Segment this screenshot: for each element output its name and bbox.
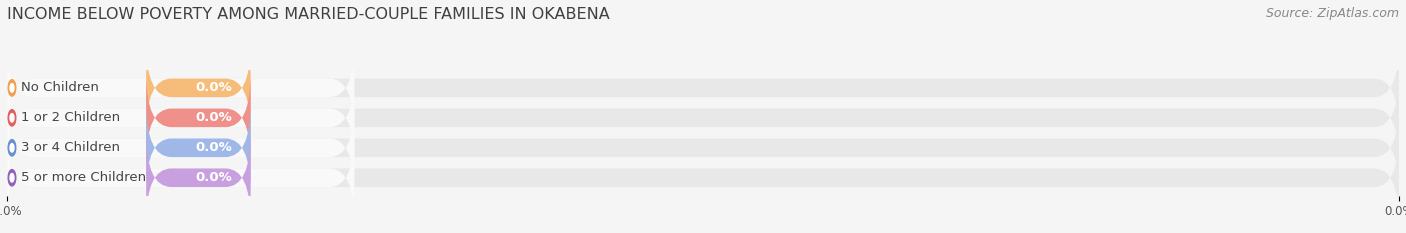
Text: 3 or 4 Children: 3 or 4 Children — [21, 141, 120, 154]
FancyBboxPatch shape — [146, 73, 250, 162]
FancyBboxPatch shape — [7, 133, 1399, 222]
Text: 5 or more Children: 5 or more Children — [21, 171, 146, 184]
FancyBboxPatch shape — [146, 103, 250, 192]
Circle shape — [10, 113, 14, 122]
Text: No Children: No Children — [21, 81, 98, 94]
Circle shape — [8, 110, 15, 126]
Text: 0.0%: 0.0% — [195, 111, 232, 124]
FancyBboxPatch shape — [146, 43, 250, 133]
FancyBboxPatch shape — [7, 43, 1399, 133]
FancyBboxPatch shape — [7, 73, 1399, 162]
Circle shape — [8, 140, 15, 156]
Circle shape — [10, 84, 14, 92]
Text: 0.0%: 0.0% — [195, 81, 232, 94]
FancyBboxPatch shape — [7, 43, 354, 133]
Circle shape — [10, 144, 14, 152]
Circle shape — [8, 170, 15, 186]
Text: 0.0%: 0.0% — [195, 141, 232, 154]
FancyBboxPatch shape — [7, 103, 354, 192]
Text: 0.0%: 0.0% — [195, 171, 232, 184]
FancyBboxPatch shape — [7, 73, 354, 162]
FancyBboxPatch shape — [7, 103, 1399, 192]
Text: INCOME BELOW POVERTY AMONG MARRIED-COUPLE FAMILIES IN OKABENA: INCOME BELOW POVERTY AMONG MARRIED-COUPL… — [7, 7, 610, 22]
Circle shape — [10, 174, 14, 182]
FancyBboxPatch shape — [146, 133, 250, 222]
Text: 1 or 2 Children: 1 or 2 Children — [21, 111, 120, 124]
FancyBboxPatch shape — [7, 133, 354, 222]
Text: Source: ZipAtlas.com: Source: ZipAtlas.com — [1265, 7, 1399, 20]
Circle shape — [8, 80, 15, 96]
